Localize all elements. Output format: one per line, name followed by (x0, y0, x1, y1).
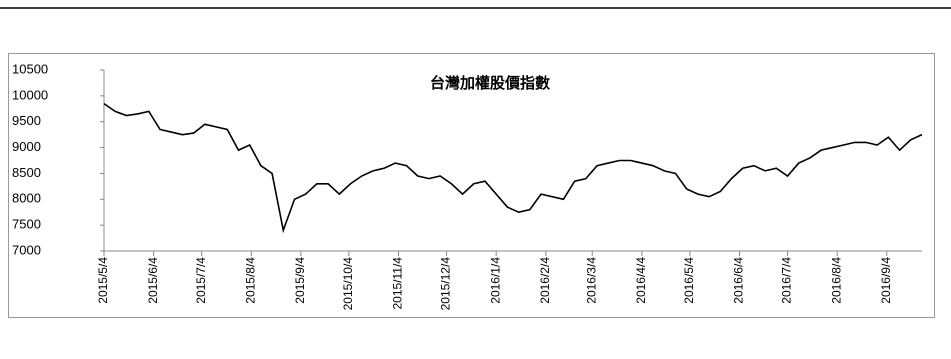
x-tick-label: 2016/5/4 (682, 257, 696, 304)
y-tick-label: 9000 (12, 139, 41, 154)
x-tick-label: 2015/11/4 (391, 257, 405, 310)
y-tick-label: 10500 (12, 61, 48, 76)
y-tick-label: 8000 (12, 191, 41, 206)
x-tick-label: 2015/8/4 (243, 257, 257, 304)
y-tick-label: 8500 (12, 165, 41, 180)
chart-title: 台灣加權股價指數 (430, 74, 550, 92)
data-line (103, 102, 923, 234)
y-tick-label: 7000 (12, 242, 41, 257)
x-tick-label: 2016/2/4 (538, 257, 552, 304)
x-tick-label: 2015/6/4 (146, 257, 160, 304)
x-tick-label: 2015/12/4 (439, 257, 453, 311)
x-tick-label: 2016/7/4 (780, 257, 794, 304)
y-tick-label: 10000 (12, 87, 48, 102)
x-tick-label: 2016/6/4 (732, 257, 746, 304)
x-tick-label: 2015/10/4 (341, 257, 355, 311)
x-tick-label: 2016/1/4 (488, 257, 502, 304)
x-tick-label: 2016/8/4 (829, 257, 843, 304)
x-tick-label: 2016/9/4 (879, 257, 893, 304)
x-tick-label: 2016/3/4 (584, 257, 598, 304)
chart-frame (8, 53, 935, 318)
y-tick-label: 7500 (12, 217, 41, 232)
y-tick-label: 9500 (12, 113, 41, 128)
x-tick-label: 2015/9/4 (293, 257, 307, 304)
x-tick-label: 2015/5/4 (96, 257, 110, 304)
x-tick-label: 2016/4/4 (634, 257, 648, 304)
x-tick-label: 2015/7/4 (194, 257, 208, 304)
